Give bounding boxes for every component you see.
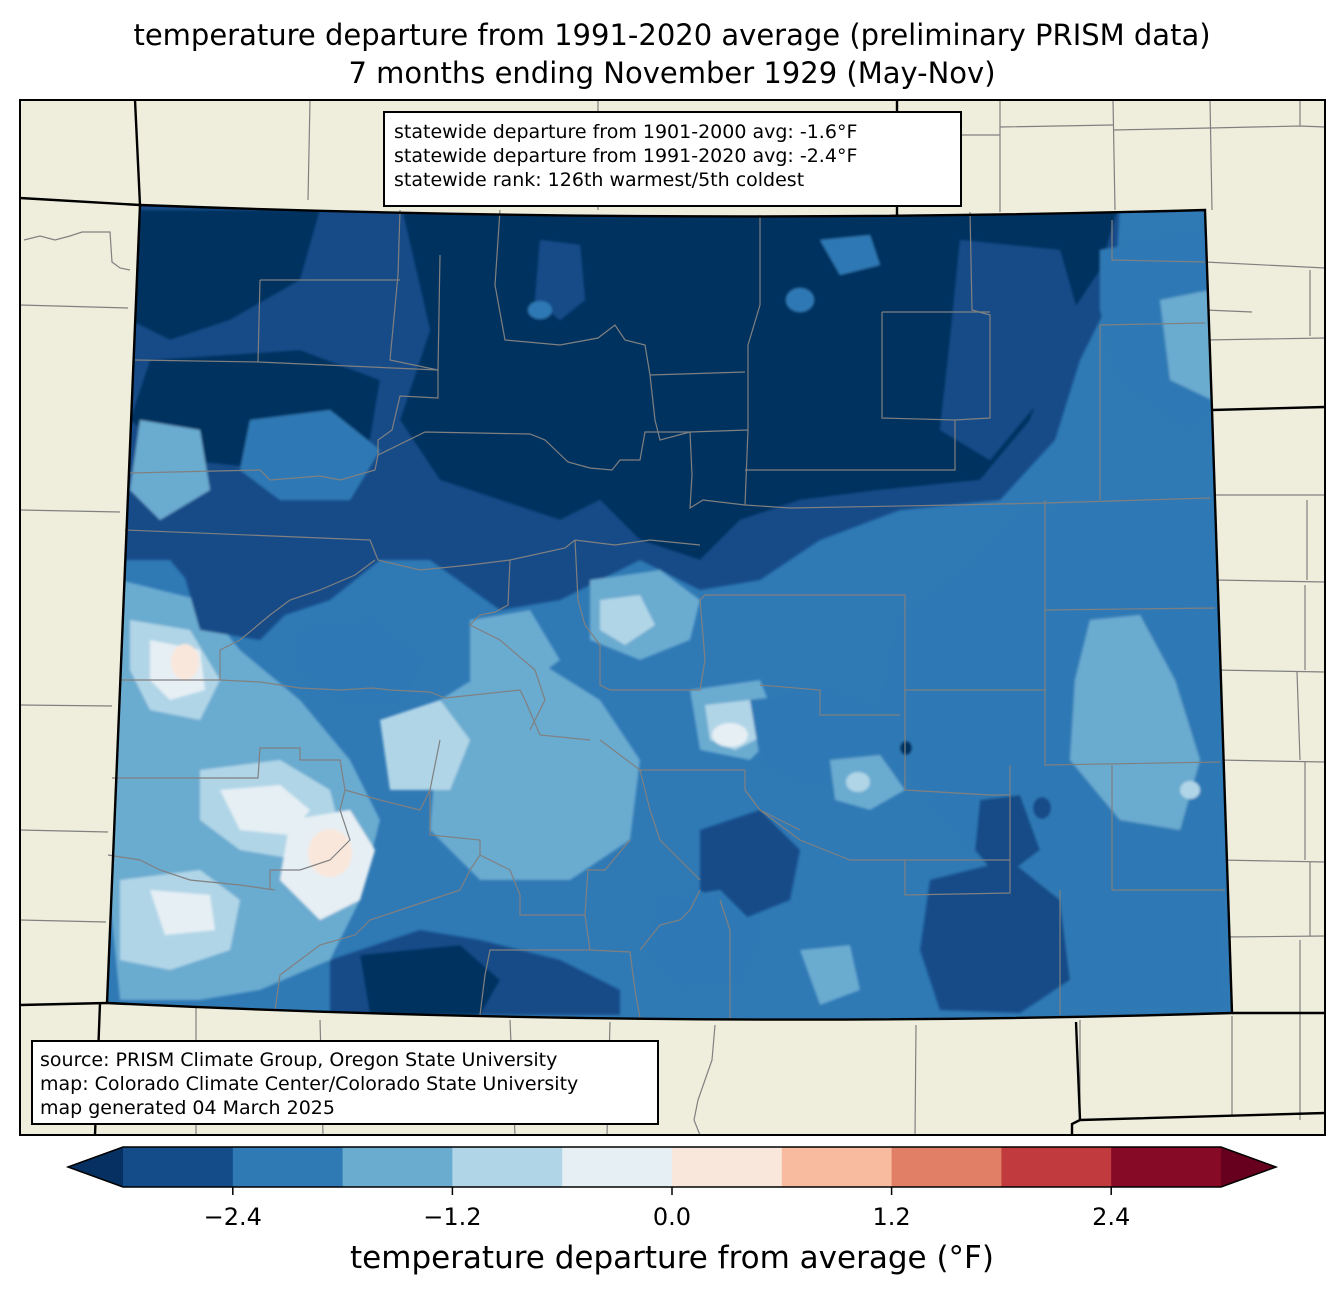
colorbar-tick-label: 2.4 [1092,1203,1131,1231]
map-frame [19,99,1326,1136]
colorbar-bin [123,1147,234,1187]
source-line-3: map generated 04 March 2025 [40,1097,335,1119]
colorbar-bin [672,1147,783,1187]
colorbar-tick-label: −1.2 [423,1203,482,1231]
colorbar-outline [65,1146,1279,1188]
colorbar-label: temperature departure from average (°F) [350,1240,994,1276]
colorbar-bin [562,1147,673,1187]
colorbar-tick-label: −2.4 [203,1203,262,1231]
colorbar [65,1146,1279,1195]
stats-line-2: statewide departure from 1991-2020 avg: … [394,145,858,167]
map-title-line-1: temperature departure from 1991-2020 ave… [133,18,1211,52]
map-area [20,100,1325,1135]
temperature-departure-field [107,205,1232,1020]
stats-line-1: statewide departure from 1901-2000 avg: … [394,121,858,143]
source-box: source: PRISM Climate Group, Oregon Stat… [31,1040,659,1125]
colorbar-extend-min [68,1147,123,1187]
source-line-1: source: PRISM Climate Group, Oregon Stat… [40,1049,558,1071]
colorbar-bin [891,1147,1002,1187]
colorbar-tick-label: 0.0 [652,1203,692,1231]
stats-line-3: statewide rank: 126th warmest/5th coldes… [394,169,805,191]
statewide-stats-box: statewide departure from 1901-2000 avg: … [383,111,962,207]
map-title-line-2: 7 months ending November 1929 (May-Nov) [348,56,996,90]
colorbar-bin [452,1147,563,1187]
colorbar-bin [781,1147,893,1187]
colorbar-bin [1001,1147,1112,1187]
county-lines [107,209,1225,1020]
colorbar-tick-label: 1.2 [872,1203,911,1231]
colorbar-bin [1111,1147,1222,1187]
source-line-2: map: Colorado Climate Center/Colorado St… [40,1073,579,1095]
colorbar-extend-max [1221,1147,1276,1187]
colorbar-bin [232,1147,344,1187]
colorbar-bin [342,1147,453,1187]
